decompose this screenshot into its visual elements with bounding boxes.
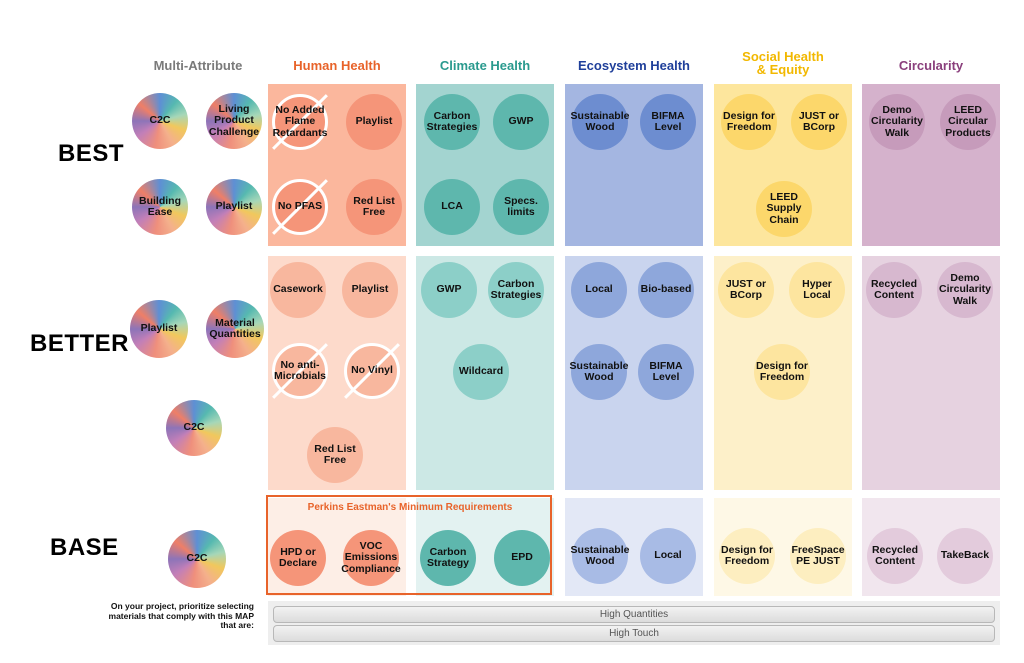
climate-best-carbon-strategies: Carbon Strategies	[424, 94, 480, 150]
circularity-best-leed-circular-products: LEED Circular Products	[940, 94, 996, 150]
circularity-base-takeback: TakeBack	[937, 528, 993, 584]
human-better-no-vinyl: No Vinyl	[344, 343, 400, 399]
social-best-just-or-bcorp: JUST or BCorp	[791, 94, 847, 150]
climate-best-gwp: GWP	[493, 94, 549, 150]
human-base-voc-emissions-compliance: VOC Emissions Compliance	[341, 530, 401, 586]
social-best-design-for-freedom: Design for Freedom	[721, 94, 777, 150]
climate-base-epd: EPD	[494, 530, 550, 586]
multi-best-playlist: Playlist	[206, 179, 262, 235]
minimum-requirements-box	[266, 495, 552, 595]
ecosystem-better-sustainable-wood: Sustainable Wood	[570, 344, 628, 400]
human-better-playlist: Playlist	[342, 262, 398, 318]
climate-best-specs-limits: Specs. limits	[493, 179, 549, 235]
bar-high-touch: High Touch	[273, 625, 995, 642]
footer-instruction: On your project, prioritize selecting ma…	[108, 601, 254, 630]
ecosystem-better-bifma-level: BIFMA Level	[638, 344, 694, 400]
circularity-better-recycled-content: Recycled Content	[866, 262, 922, 318]
human-best-no-pfas: No PFAS	[272, 179, 328, 235]
multi-better-material-quantities: Material Quantities	[206, 300, 264, 358]
multi-best-living-product-challenge: Living Product Challenge	[206, 93, 262, 149]
human-best-no-added-flame-retardants: No Added Flame Retardants	[272, 94, 328, 150]
row-label-base: BASE	[50, 534, 119, 561]
minimum-requirements-title: Perkins Eastman's Minimum Requirements	[307, 502, 513, 513]
column-header-human-health: Human Health	[293, 57, 381, 73]
circularity-base-recycled-content: Recycled Content	[867, 528, 923, 584]
ecosystem-base-local: Local	[640, 528, 696, 584]
row-label-better: BETTER	[30, 330, 129, 357]
human-better-casework: Casework	[270, 262, 326, 318]
multi-better-playlist: Playlist	[130, 300, 188, 358]
social-base-freespace-pe-just: FreeSpace PE JUST	[790, 528, 846, 584]
social-better-just-or-bcorp: JUST or BCorp	[718, 262, 774, 318]
multi-better-c2c: C2C	[166, 400, 222, 456]
circularity-better-demo-circularity-walk: Demo Circularity Walk	[937, 262, 993, 318]
bar-high-quantities: High Quantities	[273, 606, 995, 623]
column-header-social-health: Social Health & Equity	[742, 49, 824, 77]
climate-better-carbon-strategies: Carbon Strategies	[488, 262, 544, 318]
column-header-ecosystem-health: Ecosystem Health	[578, 57, 690, 73]
climate-better-gwp: GWP	[421, 262, 477, 318]
row-label-best: BEST	[58, 140, 125, 167]
social-base-design-for-freedom: Design for Freedom	[719, 528, 775, 584]
climate-better-wildcard: Wildcard	[453, 344, 509, 400]
social-best-leed-supply-chain: LEED Supply Chain	[756, 181, 812, 237]
multi-best-building-ease: Building Ease	[132, 179, 188, 235]
ecosystem-better-local: Local	[571, 262, 627, 318]
column-header-climate-health: Climate Health	[439, 57, 531, 73]
climate-best-lca: LCA	[424, 179, 480, 235]
circularity-best-demo-circularity-walk: Demo Circularity Walk	[869, 94, 925, 150]
climate-base-carbon-strategy: Carbon Strategy	[420, 530, 476, 586]
ecosystem-better-bio-based: Bio-based	[638, 262, 694, 318]
column-header-multi-attribute: Multi-Attribute	[153, 57, 243, 73]
multi-best-c2c: C2C	[132, 93, 188, 149]
human-better-no-anti-microbials: No anti-Microbials	[272, 343, 328, 399]
human-base-hpd-or-declare: HPD or Declare	[270, 530, 326, 586]
human-best-playlist: Playlist	[346, 94, 402, 150]
ecosystem-base-sustainable-wood: Sustainable Wood	[571, 528, 629, 584]
human-best-red-list-free: Red List Free	[346, 179, 402, 235]
ecosystem-best-sustainable-wood: Sustainable Wood	[571, 94, 629, 150]
column-header-circularity: Circularity	[898, 57, 964, 73]
ecosystem-best-bifma-level: BIFMA Level	[640, 94, 696, 150]
multi-base-c2c: C2C	[168, 530, 226, 588]
social-better-hyper-local: Hyper Local	[789, 262, 845, 318]
human-better-red-list-free: Red List Free	[307, 427, 363, 483]
social-better-design-for-freedom: Design for Freedom	[754, 344, 810, 400]
